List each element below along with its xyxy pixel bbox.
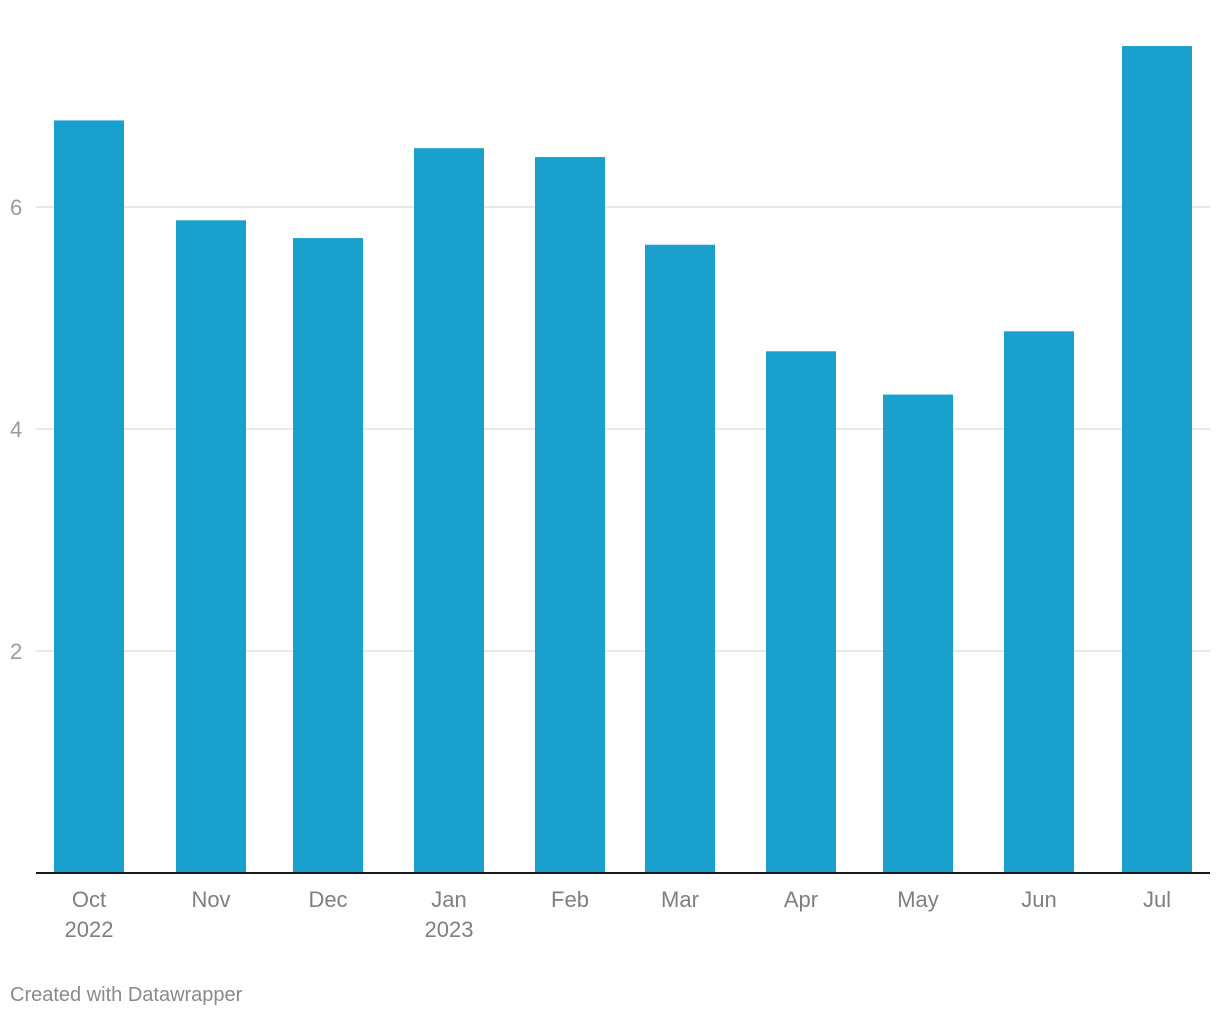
x-tick-label-2023: 2023 — [425, 917, 474, 942]
bars — [54, 46, 1192, 874]
x-tick-label-2022: 2022 — [65, 917, 114, 942]
x-axis-ticks: Oct 2022 Nov Dec Jan 2023 Feb Mar Apr May Jun Jul — [65, 887, 1172, 942]
x-tick-label-dec: Dec — [308, 887, 347, 912]
x-tick-label-mar: Mar — [661, 887, 699, 912]
y-tick-label-2: 2 — [10, 639, 22, 664]
bar-jun — [1004, 331, 1074, 873]
bar-oct-2022 — [54, 120, 124, 874]
x-tick-label-oct: Oct — [72, 887, 106, 912]
bar-feb — [535, 157, 605, 874]
bar-dec — [293, 238, 363, 873]
x-tick-label-nov: Nov — [191, 887, 230, 912]
bar-mar — [645, 244, 715, 874]
bar-may — [883, 394, 953, 873]
y-axis-ticks: 2 4 6 — [10, 195, 22, 664]
x-tick-label-jul: Jul — [1143, 887, 1171, 912]
bar-nov — [176, 220, 246, 873]
bar-jan-2023 — [414, 148, 484, 874]
y-tick-label-4: 4 — [10, 417, 22, 442]
x-tick-label-apr: Apr — [784, 887, 818, 912]
y-tick-label-6: 6 — [10, 195, 22, 220]
bar-apr — [766, 351, 836, 873]
datawrapper-credit[interactable]: Created with Datawrapper — [10, 984, 243, 1006]
x-tick-label-jun: Jun — [1021, 887, 1056, 912]
x-tick-label-feb: Feb — [551, 887, 589, 912]
bar-jul — [1122, 46, 1192, 874]
x-tick-label-jan: Jan — [431, 887, 466, 912]
x-tick-label-may: May — [897, 887, 939, 912]
